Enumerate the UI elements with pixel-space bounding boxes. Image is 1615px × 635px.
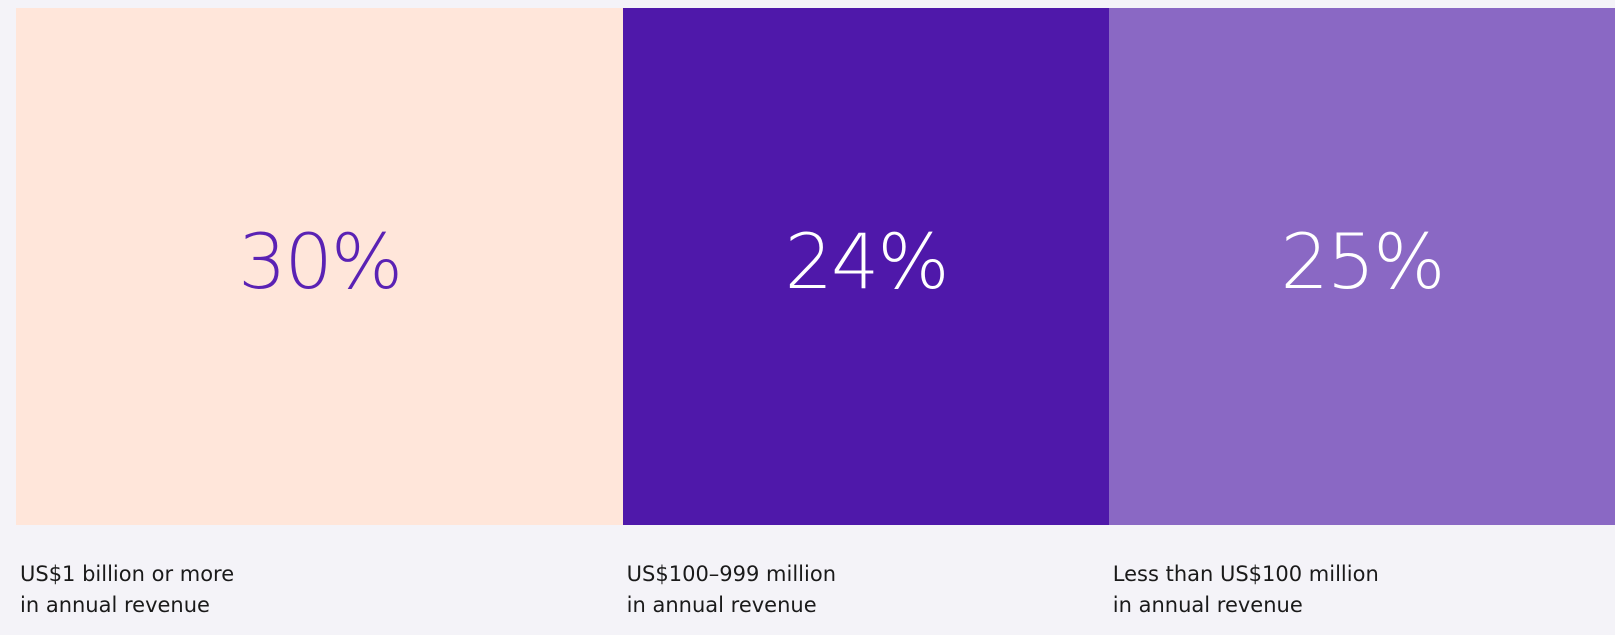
bar-segment: 25% — [1108, 8, 1615, 525]
category-labels: US$1 billion or more in annual revenue US… — [16, 559, 1615, 621]
value-label: 25% — [1280, 217, 1446, 306]
category-label: US$1 billion or more in annual revenue — [20, 562, 235, 617]
bar-segment: 30% — [16, 8, 624, 525]
value-label: 24% — [784, 217, 950, 306]
category-label: US$100–999 million in annual revenue — [626, 562, 837, 617]
chart: 30% 24% 25% US$1 billion or more in annual… — [16, 8, 1615, 635]
value-label: 30% — [238, 217, 403, 306]
bar-segment: 24% — [623, 8, 1109, 525]
category-label: Less than US$100 million in annual reven… — [1112, 562, 1379, 617]
proportion-bar: 30% 24% 25% — [16, 8, 1615, 525]
